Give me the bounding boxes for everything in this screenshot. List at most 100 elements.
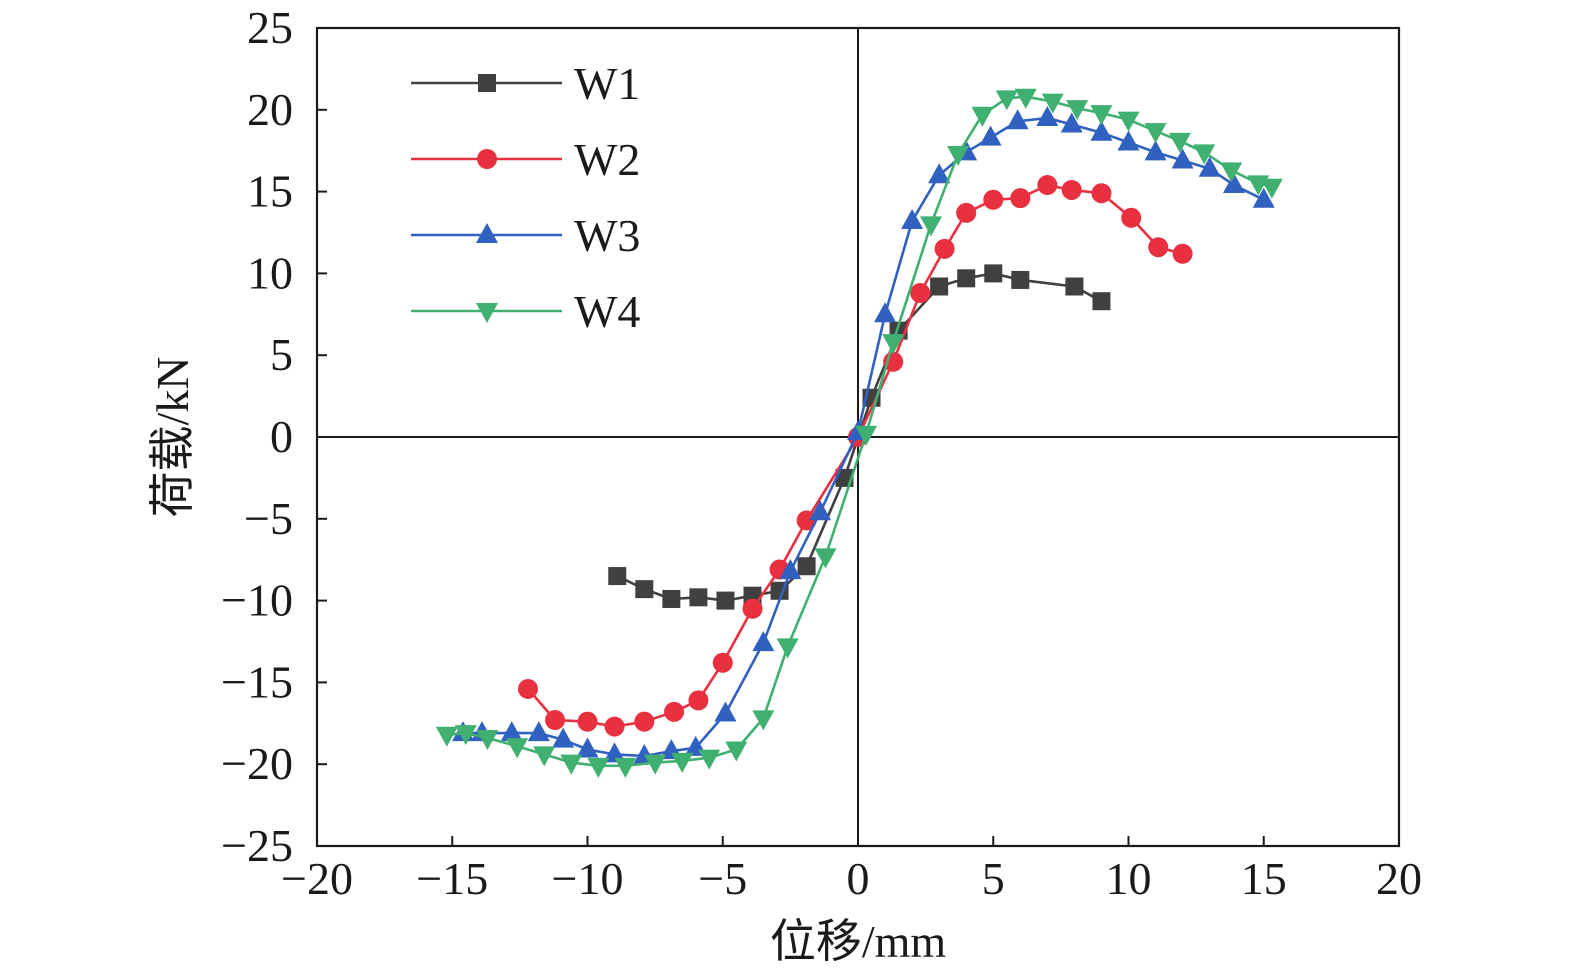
data-point-w2 <box>664 701 685 722</box>
legend-item-w3: W3 <box>411 210 640 261</box>
data-point-w2 <box>634 711 655 732</box>
data-point-w1 <box>608 567 627 586</box>
data-point-w3 <box>752 631 775 652</box>
data-point-w2 <box>1172 243 1193 264</box>
legend-label: W2 <box>574 134 640 185</box>
data-point-w4 <box>506 738 529 759</box>
legend-marker <box>477 149 497 169</box>
data-point-w4 <box>560 754 583 775</box>
legend-label: W4 <box>574 286 640 337</box>
legend-item-w1: W1 <box>411 58 640 109</box>
data-point-w2 <box>1091 183 1112 204</box>
data-point-w3 <box>979 125 1002 146</box>
y-tick-label: −15 <box>221 656 293 707</box>
y-tick-label: 20 <box>247 84 293 135</box>
data-point-w2 <box>796 510 817 531</box>
data-point-w4 <box>855 425 878 446</box>
data-point-w3 <box>809 500 832 521</box>
data-point-w4 <box>725 741 748 762</box>
data-point-w4 <box>435 726 458 747</box>
legend-marker <box>478 74 496 92</box>
data-point-w1 <box>716 591 735 610</box>
data-point-w3 <box>1171 148 1194 169</box>
legend-marker <box>476 223 498 243</box>
data-point-w2 <box>545 710 566 731</box>
data-point-w4 <box>947 145 970 166</box>
data-point-w3 <box>874 302 897 323</box>
data-point-w3 <box>1090 120 1113 141</box>
data-point-w4 <box>644 754 667 775</box>
data-point-w3 <box>1144 140 1167 161</box>
data-point-w4 <box>1090 105 1113 126</box>
x-tick-label: −20 <box>281 853 353 904</box>
x-tick-label: 20 <box>1376 853 1422 904</box>
y-axis-ticks: −25 −20 −15 −10 −5 0 5 10 15 20 25 <box>221 2 327 871</box>
legend-item-w2: W2 <box>411 134 640 185</box>
x-tick-label: −15 <box>416 853 488 904</box>
series-layer <box>435 88 1283 778</box>
x-tick-label: 0 <box>847 853 870 904</box>
data-point-w3 <box>603 742 626 763</box>
data-point-w1 <box>689 588 708 607</box>
data-point-w2 <box>688 690 709 711</box>
y-tick-label: 25 <box>247 2 293 53</box>
data-point-w4 <box>995 90 1018 111</box>
data-point-w2 <box>983 189 1004 210</box>
data-point-w4 <box>920 216 943 237</box>
data-point-w2 <box>1061 179 1082 200</box>
data-point-w3 <box>928 163 951 184</box>
y-tick-label: 10 <box>247 247 293 298</box>
data-point-w2 <box>1148 237 1169 258</box>
y-tick-label: −5 <box>244 493 293 544</box>
data-point-w4 <box>671 752 694 773</box>
legend-item-w4: W4 <box>411 286 640 337</box>
data-point-w4 <box>882 334 905 355</box>
data-point-w2 <box>910 283 931 304</box>
data-point-w2 <box>517 678 538 699</box>
legend: W1 W2 W3 W4 <box>411 58 640 337</box>
data-point-w4 <box>752 710 775 731</box>
data-point-w1 <box>984 264 1003 283</box>
legend-label: W1 <box>574 58 640 109</box>
data-point-w2 <box>956 202 977 223</box>
data-point-w4 <box>1066 100 1089 121</box>
series-w2 <box>517 175 1193 737</box>
data-point-w4 <box>1117 111 1140 132</box>
y-tick-label: 15 <box>247 166 293 217</box>
data-point-w4 <box>814 548 837 569</box>
data-point-w4 <box>971 106 994 127</box>
x-tick-label: 15 <box>1241 853 1287 904</box>
data-point-w2 <box>1121 207 1142 228</box>
data-point-w2 <box>934 238 955 259</box>
data-point-w3 <box>527 721 550 742</box>
data-point-w4 <box>1220 162 1243 183</box>
legend-marker <box>476 303 498 323</box>
data-point-w4 <box>587 757 610 778</box>
data-point-w2 <box>1037 175 1058 196</box>
data-point-w3 <box>500 721 523 742</box>
data-point-w1 <box>797 557 816 576</box>
data-point-w4 <box>1193 144 1216 165</box>
data-point-w4 <box>1168 132 1191 153</box>
y-tick-label: 5 <box>270 329 293 380</box>
data-point-w4 <box>776 638 799 659</box>
y-tick-label: −25 <box>221 820 293 871</box>
data-point-w1 <box>635 580 654 599</box>
y-tick-label: −20 <box>221 738 293 789</box>
data-point-w3 <box>1252 187 1275 208</box>
x-tick-label: −5 <box>698 853 747 904</box>
data-point-w1 <box>1065 277 1084 296</box>
data-point-w2 <box>577 711 598 732</box>
data-point-w2 <box>742 598 763 619</box>
y-tick-label: 0 <box>270 411 293 462</box>
data-point-w4 <box>698 749 721 770</box>
data-point-w1 <box>957 269 976 288</box>
x-tick-label: 5 <box>982 853 1005 904</box>
x-axis-title: 位移/mm <box>770 916 947 967</box>
data-point-w3 <box>779 559 802 580</box>
data-point-w4 <box>1041 93 1064 114</box>
data-point-w4 <box>454 725 477 746</box>
data-point-w2 <box>712 652 733 673</box>
data-point-w4 <box>1144 123 1167 144</box>
